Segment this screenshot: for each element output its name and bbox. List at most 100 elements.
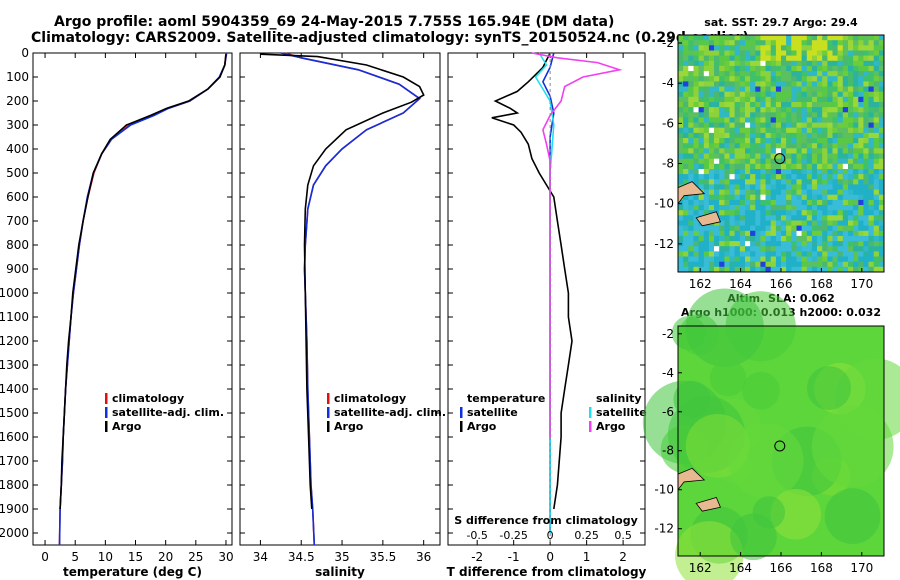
sst-cell	[745, 220, 751, 227]
sst-cell	[832, 71, 839, 77]
sst-cell	[688, 96, 694, 103]
sst-cell	[817, 71, 823, 77]
sst-cell	[745, 246, 751, 252]
sst-cell	[806, 205, 813, 211]
sst-cell	[734, 220, 741, 227]
sst-cell	[837, 65, 844, 72]
sst-cell	[688, 71, 694, 77]
sst-cell	[873, 163, 880, 170]
sst-cell	[765, 117, 772, 123]
sst-cell	[745, 117, 751, 123]
sst-cell	[770, 153, 777, 160]
sst-cell	[863, 91, 869, 98]
sst-cell	[801, 235, 808, 242]
sst-cell	[811, 194, 818, 201]
sst-cell	[827, 122, 833, 129]
sst-cell	[806, 220, 813, 227]
sst-cell	[868, 266, 875, 273]
sst-cell	[848, 71, 854, 77]
sst-cell	[724, 148, 730, 154]
sst-cell	[853, 107, 859, 113]
sst-cell	[760, 65, 766, 72]
sst-cell	[801, 169, 808, 175]
sst-cell	[719, 76, 725, 82]
sst-cell	[837, 158, 844, 165]
sst-cell	[688, 174, 694, 180]
sst-cell	[739, 163, 746, 170]
sst-cell	[745, 91, 751, 98]
sst-cell	[678, 199, 684, 206]
sst-cell	[745, 153, 751, 160]
sst-cell	[791, 86, 797, 93]
sst-cell	[760, 220, 766, 227]
sst-cell	[698, 40, 705, 46]
sst-cell	[811, 251, 818, 257]
sst-cell	[734, 55, 741, 62]
sst-cell	[688, 138, 694, 144]
sst-cell	[806, 143, 813, 149]
sst-cell	[755, 76, 761, 82]
sst-cell	[708, 112, 715, 118]
sst-cell	[786, 256, 792, 263]
sst-cell	[729, 199, 736, 206]
sst-cell	[811, 138, 818, 144]
sst-cell	[853, 169, 859, 175]
sst-cell	[708, 60, 715, 67]
sst-cell	[873, 158, 880, 165]
sst-cell	[719, 246, 725, 252]
sst-cell	[775, 122, 782, 129]
sst-cell	[786, 35, 792, 41]
sst-cell	[760, 132, 766, 139]
sst-cell	[796, 215, 803, 221]
sst-cell	[760, 76, 766, 82]
sla_map-argo-marker	[774, 440, 786, 452]
sst-cell	[714, 225, 720, 232]
sst-cell	[770, 96, 777, 103]
temperature-ytick-label: 1200	[0, 334, 29, 348]
sst-cell	[863, 96, 869, 103]
sst-cell	[796, 225, 803, 232]
sst-cell	[770, 174, 777, 180]
temperature-xtick-label: 5	[71, 550, 79, 564]
sst-cell	[806, 65, 813, 72]
sst-cell	[868, 256, 875, 263]
sst-cell	[842, 210, 849, 216]
sst-cell	[801, 45, 808, 51]
sst-cell	[827, 246, 833, 252]
sst-cell	[750, 71, 756, 77]
sst-cell	[714, 112, 720, 118]
sst-cell	[873, 117, 880, 123]
sla-blob	[728, 423, 804, 499]
sst-cell	[791, 225, 797, 232]
sst-cell	[739, 55, 746, 62]
sst-cell	[698, 256, 705, 263]
sst-cell	[817, 148, 823, 154]
sst-cell	[868, 55, 875, 62]
sst-cell	[796, 153, 803, 160]
temperature-ytick-label: 1400	[0, 382, 29, 396]
sst-cell	[750, 91, 756, 98]
sst-cell	[796, 65, 803, 72]
sst-cell	[765, 210, 772, 216]
sst-cell	[832, 107, 839, 113]
sst-cell	[811, 199, 818, 206]
sst-cell	[837, 91, 844, 98]
sst-cell	[858, 230, 864, 237]
temperature-ytick-label: 1700	[0, 454, 29, 468]
sst-cell	[714, 122, 720, 129]
sst-cell	[703, 107, 710, 113]
sst-cell	[858, 179, 864, 185]
sst-cell	[878, 225, 885, 232]
sst-cell	[842, 220, 849, 227]
sst-cell	[693, 127, 700, 134]
sst-cell	[683, 235, 689, 242]
sst-cell	[693, 225, 700, 232]
sst-cell	[801, 153, 808, 160]
sst-cell	[688, 117, 694, 123]
sst-cell	[683, 102, 689, 108]
sst-cell	[853, 117, 859, 123]
sst-cell	[693, 86, 700, 93]
sst-cell	[698, 210, 705, 216]
sst-cell	[703, 241, 710, 247]
sst-cell	[693, 50, 700, 57]
